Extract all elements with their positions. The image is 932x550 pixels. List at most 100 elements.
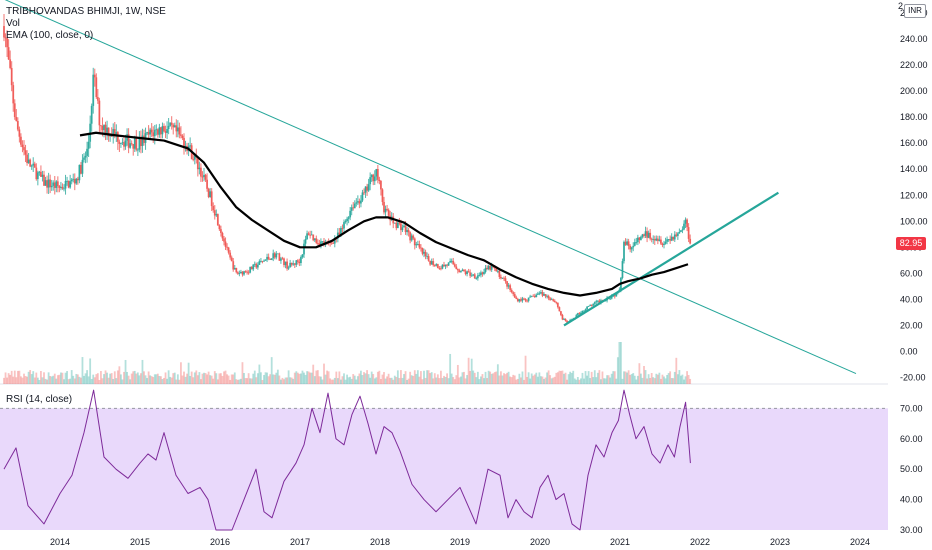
candle-body [246,271,248,273]
candle-body [32,163,35,166]
candle-body [441,264,444,269]
volume-bar [109,373,112,384]
volume-bar [635,379,638,384]
volume-bar [46,379,48,384]
volume-bar [504,374,507,384]
rsi-tick-label: 40.00 [900,495,923,505]
volume-bar [92,374,95,384]
candle-body [609,298,612,300]
candle-body [443,264,445,267]
volume-bar [232,374,235,384]
candle-body [206,179,208,189]
candle-body [376,169,379,180]
volume-bar [406,379,408,384]
descending-trendline[interactable] [0,0,857,375]
volume-bar [367,374,370,384]
candle-body [20,136,22,145]
volume-bar [293,372,296,384]
volume-bar [341,376,344,384]
candle-body [46,180,48,188]
candle-body [553,300,556,303]
volume-bar [13,370,16,384]
candle-body [193,155,196,160]
candle-body [429,260,432,265]
volume-bar [160,376,162,384]
candle-body [270,258,273,260]
volume-bar [110,373,113,384]
candle-body [255,263,258,268]
volume-bar [72,375,75,384]
volume-bar [313,376,316,384]
price-tick-label: 120.00 [900,190,928,200]
candle-body [515,297,518,299]
volume-bar [601,371,604,384]
candle-body [50,185,53,188]
candle-body [456,268,459,271]
candle-body [196,157,199,170]
volume-bar [230,374,233,384]
candle-body [72,178,75,180]
candle-body [220,229,222,233]
candle-body [360,200,362,204]
volume-bar [498,375,501,384]
volume-bar [236,379,239,384]
price-tick-label: -20.00 [900,372,926,382]
candle-body [589,305,592,306]
candle-body [320,241,322,246]
candle-body [666,239,668,242]
volume-bar [500,371,502,384]
volume-bar [487,370,490,384]
volume-bar [78,376,81,384]
candle-body [332,242,335,244]
volume-bar [216,379,219,384]
candle-body [384,208,387,213]
candle-body [58,186,61,188]
candle-body [667,239,670,240]
candle-body [135,138,138,150]
candle-body [353,203,356,209]
volume-bar [300,373,302,384]
candle-body [683,223,685,230]
candle-body [489,265,492,270]
volume-bar [266,372,268,384]
candle-body [106,127,108,134]
candle-body [590,305,593,306]
candle-body [367,184,370,191]
candle-body [181,135,184,138]
volume-bar [27,371,30,384]
candle-body [450,260,453,262]
volume-bar [47,372,50,384]
time-tick-label: 2024 [850,537,870,547]
candle-body [476,275,479,279]
volume-bar [373,378,376,384]
volume-bar [456,364,459,384]
currency-button[interactable]: INR [904,4,926,18]
candle-body [116,132,119,142]
candle-body [284,261,287,266]
volume-bar [535,372,538,384]
candle-body [192,159,195,161]
candle-body [630,247,633,250]
volume-bar [333,377,336,384]
volume-bar [295,371,298,384]
volume-bar [138,375,141,384]
volume-bar [229,379,232,384]
volume-bar [50,376,53,384]
candle-body [581,310,584,313]
volume-bar [632,373,635,384]
volume-bar [667,373,670,384]
volume-bar [100,371,102,384]
candle-body [378,179,381,181]
volume-bar [326,370,328,384]
candle-body [613,295,616,297]
volume-bar [558,370,561,384]
candle-body [275,253,278,258]
candle-body [253,263,256,265]
candle-body [466,271,468,275]
volume-bar [547,370,550,384]
volume-bar [533,374,536,384]
ascending-trendline[interactable] [563,191,779,327]
candle-body [438,268,441,269]
candle-body [420,247,422,249]
